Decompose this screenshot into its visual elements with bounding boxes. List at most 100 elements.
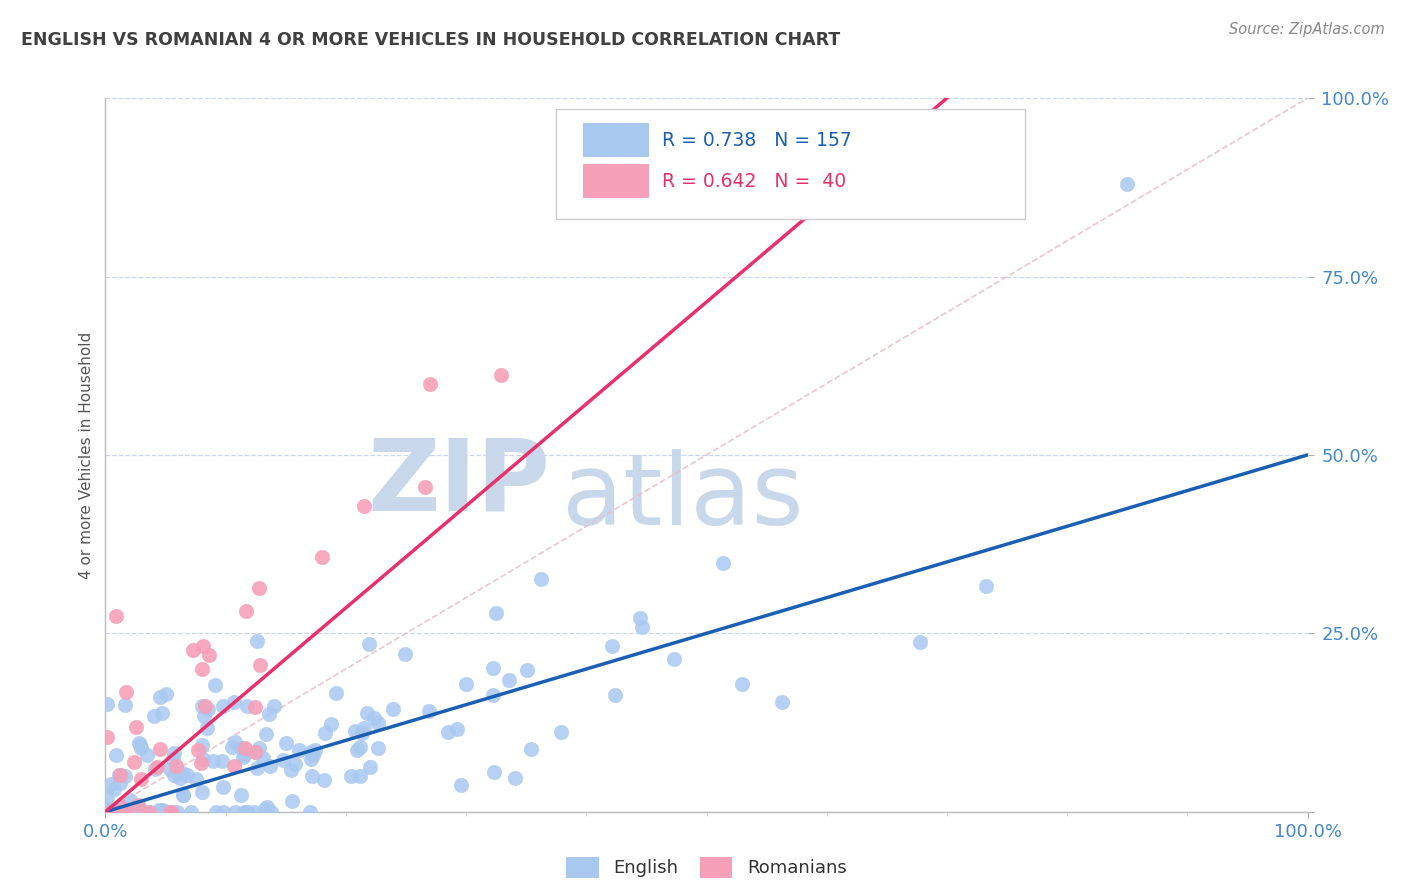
Point [631, 620, 654, 634]
Point [152, 803, 174, 817]
Point [454, 676, 477, 690]
Point [236, 805, 259, 819]
Point [191, 738, 214, 752]
Point [112, 805, 135, 819]
Point [186, 772, 208, 787]
Point [201, 754, 224, 768]
Point [450, 778, 472, 792]
Point [114, 805, 136, 819]
Point [603, 688, 626, 702]
Point [197, 701, 219, 715]
Point [162, 746, 184, 760]
Point [193, 698, 215, 713]
Point [118, 793, 141, 807]
Point [155, 688, 177, 702]
Point [128, 738, 150, 752]
Point [159, 805, 181, 819]
Point [253, 802, 276, 816]
Point [257, 706, 280, 721]
Point [259, 759, 281, 773]
Point [104, 805, 127, 819]
Point [172, 788, 194, 802]
Point [908, 634, 931, 648]
Point [418, 704, 440, 718]
Point [325, 686, 347, 700]
Point [1116, 177, 1139, 191]
Point [222, 758, 245, 772]
Point [181, 642, 204, 657]
Point [301, 747, 323, 762]
Point [138, 805, 160, 819]
Point [301, 752, 323, 766]
Point [363, 711, 385, 725]
Point [120, 805, 142, 819]
Point [233, 805, 256, 819]
Point [628, 611, 651, 625]
Point [128, 736, 150, 750]
Point [160, 805, 183, 819]
Point [346, 743, 368, 757]
Point [104, 805, 127, 819]
Point [482, 661, 505, 675]
Point [711, 556, 734, 570]
Point [121, 805, 143, 819]
Point [246, 761, 269, 775]
Point [149, 690, 172, 705]
Point [246, 633, 269, 648]
Point [159, 762, 181, 776]
FancyBboxPatch shape [582, 123, 648, 157]
Point [339, 769, 361, 783]
Point [125, 720, 148, 734]
Point [122, 805, 145, 819]
Point [770, 695, 793, 709]
Point [349, 739, 371, 754]
Point [280, 793, 302, 807]
Point [222, 695, 245, 709]
Point [149, 742, 172, 756]
Point [115, 685, 138, 699]
Point [367, 741, 389, 756]
Point [191, 785, 214, 799]
Point [256, 800, 278, 814]
Point [100, 805, 122, 819]
Point [224, 805, 246, 819]
Point [193, 709, 215, 723]
Point [288, 742, 311, 756]
Point [247, 740, 270, 755]
FancyBboxPatch shape [557, 109, 1025, 219]
Point [274, 736, 297, 750]
Point [243, 805, 266, 819]
Text: ENGLISH VS ROMANIAN 4 OR MORE VEHICLES IN HOUSEHOLD CORRELATION CHART: ENGLISH VS ROMANIAN 4 OR MORE VEHICLES I… [21, 31, 841, 49]
Point [104, 805, 127, 819]
Point [263, 698, 285, 713]
Point [321, 717, 343, 731]
Point [115, 805, 138, 819]
Point [127, 805, 149, 819]
Point [271, 753, 294, 767]
Point [314, 725, 336, 739]
Point [150, 706, 173, 721]
Point [103, 781, 125, 796]
Point [343, 723, 366, 738]
Point [169, 771, 191, 785]
Point [221, 739, 243, 754]
Text: R = 0.738   N = 157: R = 0.738 N = 157 [662, 131, 852, 150]
Point [482, 689, 505, 703]
Point [160, 805, 183, 819]
Point [243, 745, 266, 759]
Point [170, 766, 193, 780]
Point [114, 805, 136, 819]
Point [103, 805, 125, 819]
Point [190, 756, 212, 770]
Point [394, 647, 416, 661]
Text: Source: ZipAtlas.com: Source: ZipAtlas.com [1229, 22, 1385, 37]
Point [436, 725, 458, 739]
Point [231, 741, 253, 756]
Point [122, 805, 145, 819]
Point [283, 757, 305, 772]
Point [97, 802, 120, 816]
Point [176, 768, 198, 782]
Point [503, 771, 526, 785]
Point [100, 777, 122, 791]
Point [520, 742, 543, 756]
